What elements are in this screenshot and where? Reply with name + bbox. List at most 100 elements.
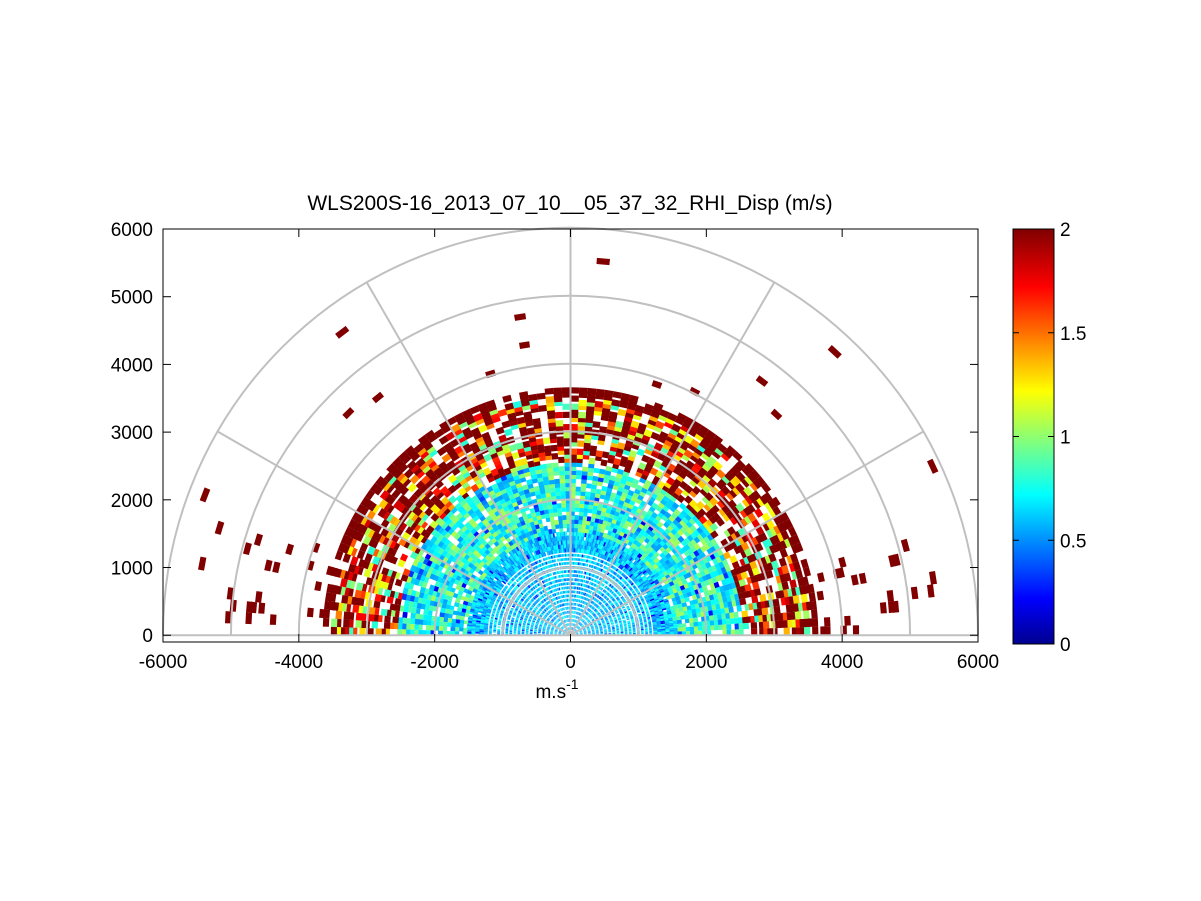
radar-cell — [587, 627, 590, 630]
radar-cell — [580, 575, 583, 578]
radar-cell — [517, 554, 521, 560]
radar-cell — [523, 546, 528, 552]
radar-cell — [501, 610, 505, 613]
radar-cell — [519, 593, 523, 596]
radar-cell — [553, 544, 556, 550]
radar-cell — [598, 544, 602, 550]
radar-cell — [509, 571, 514, 576]
radar-cell — [556, 571, 559, 575]
radar-cell — [587, 629, 591, 631]
radar-cell — [544, 538, 548, 544]
radar-cell — [525, 599, 529, 602]
radar-cell — [603, 607, 606, 610]
radar-cell — [494, 582, 500, 587]
radar-cell — [549, 577, 552, 581]
radar-cell — [498, 605, 502, 608]
radar-cell — [635, 589, 639, 593]
radar-cell — [628, 629, 632, 632]
radar-cell — [554, 632, 558, 634]
radar-cell — [493, 564, 498, 569]
radar-cell — [591, 628, 595, 630]
radar-cell — [494, 617, 498, 620]
radar-cell — [510, 624, 513, 627]
radar-cell — [599, 564, 602, 567]
radar-cell — [568, 610, 569, 614]
radar-cell — [592, 556, 595, 560]
radar-cell — [594, 623, 597, 626]
radar-cell — [597, 552, 601, 558]
radar-cell — [519, 600, 523, 603]
radar-cell — [603, 624, 606, 626]
radar-cell — [598, 623, 601, 625]
radar-cell — [592, 587, 595, 591]
radar-cell — [625, 570, 631, 575]
radar-cell — [489, 583, 495, 587]
radar-cell — [515, 546, 520, 552]
radar-cell — [599, 615, 602, 618]
radar-cell — [474, 594, 480, 599]
radar-cell — [520, 616, 524, 618]
radar-cell — [476, 613, 482, 617]
radar-cell — [580, 624, 584, 627]
radar-cell — [572, 623, 574, 626]
radar-cell — [618, 600, 622, 603]
radar-cell — [584, 622, 587, 625]
radar-cell — [563, 611, 565, 615]
radar-cell — [558, 523, 563, 529]
radar-cell — [550, 615, 553, 618]
radar-cell — [544, 579, 547, 583]
radar-cell — [536, 622, 539, 624]
radar-cell — [576, 607, 578, 611]
radar-cell — [564, 594, 566, 598]
radar-cell — [500, 601, 504, 604]
radar-cell — [527, 570, 530, 574]
radar-cell — [554, 519, 559, 525]
radar-cell — [538, 627, 542, 629]
radar-cell — [630, 569, 636, 574]
radar-cell — [536, 589, 539, 592]
radar-cell — [487, 571, 493, 576]
radar-cell — [602, 560, 605, 564]
radar-cell — [507, 588, 511, 592]
radar-cell — [592, 613, 595, 616]
radar-cell — [594, 588, 597, 592]
radar-cell — [664, 603, 670, 607]
radar-cell — [545, 621, 548, 624]
radar-cell — [599, 597, 602, 600]
radar-cell — [510, 565, 515, 570]
radar-cell — [503, 604, 507, 607]
radar-cell — [516, 606, 519, 609]
radar-cell — [571, 553, 574, 557]
radar-cell — [616, 628, 619, 630]
radar-cell — [576, 626, 579, 629]
radar-cell — [568, 627, 570, 630]
radar-cell — [546, 618, 550, 621]
radar-cell — [665, 628, 671, 631]
radar-cell — [579, 630, 582, 632]
radar-cell — [561, 621, 563, 625]
radar-cell — [478, 605, 484, 609]
radar-cell — [557, 624, 561, 627]
radar-cell — [578, 599, 580, 603]
radar-cell — [522, 612, 525, 615]
radar-cell — [531, 624, 534, 626]
radar-cell — [619, 625, 623, 627]
radar-cell — [592, 602, 595, 605]
radar-cell — [615, 578, 618, 582]
radar-cell — [491, 614, 495, 617]
radar-cell — [640, 567, 645, 572]
radar-cell — [575, 603, 577, 606]
radar-cell — [604, 630, 607, 632]
radar-cell — [565, 578, 567, 582]
radar-cell — [581, 600, 583, 604]
radar-cell — [573, 619, 575, 623]
radar-cell — [541, 606, 544, 609]
radar-cell — [620, 596, 624, 599]
radar-cell — [633, 594, 637, 597]
radar-cell — [597, 600, 600, 604]
radar-cell — [654, 599, 660, 603]
radar-cell — [631, 553, 636, 559]
radar-cell — [597, 590, 600, 594]
radar-cell — [494, 569, 499, 575]
